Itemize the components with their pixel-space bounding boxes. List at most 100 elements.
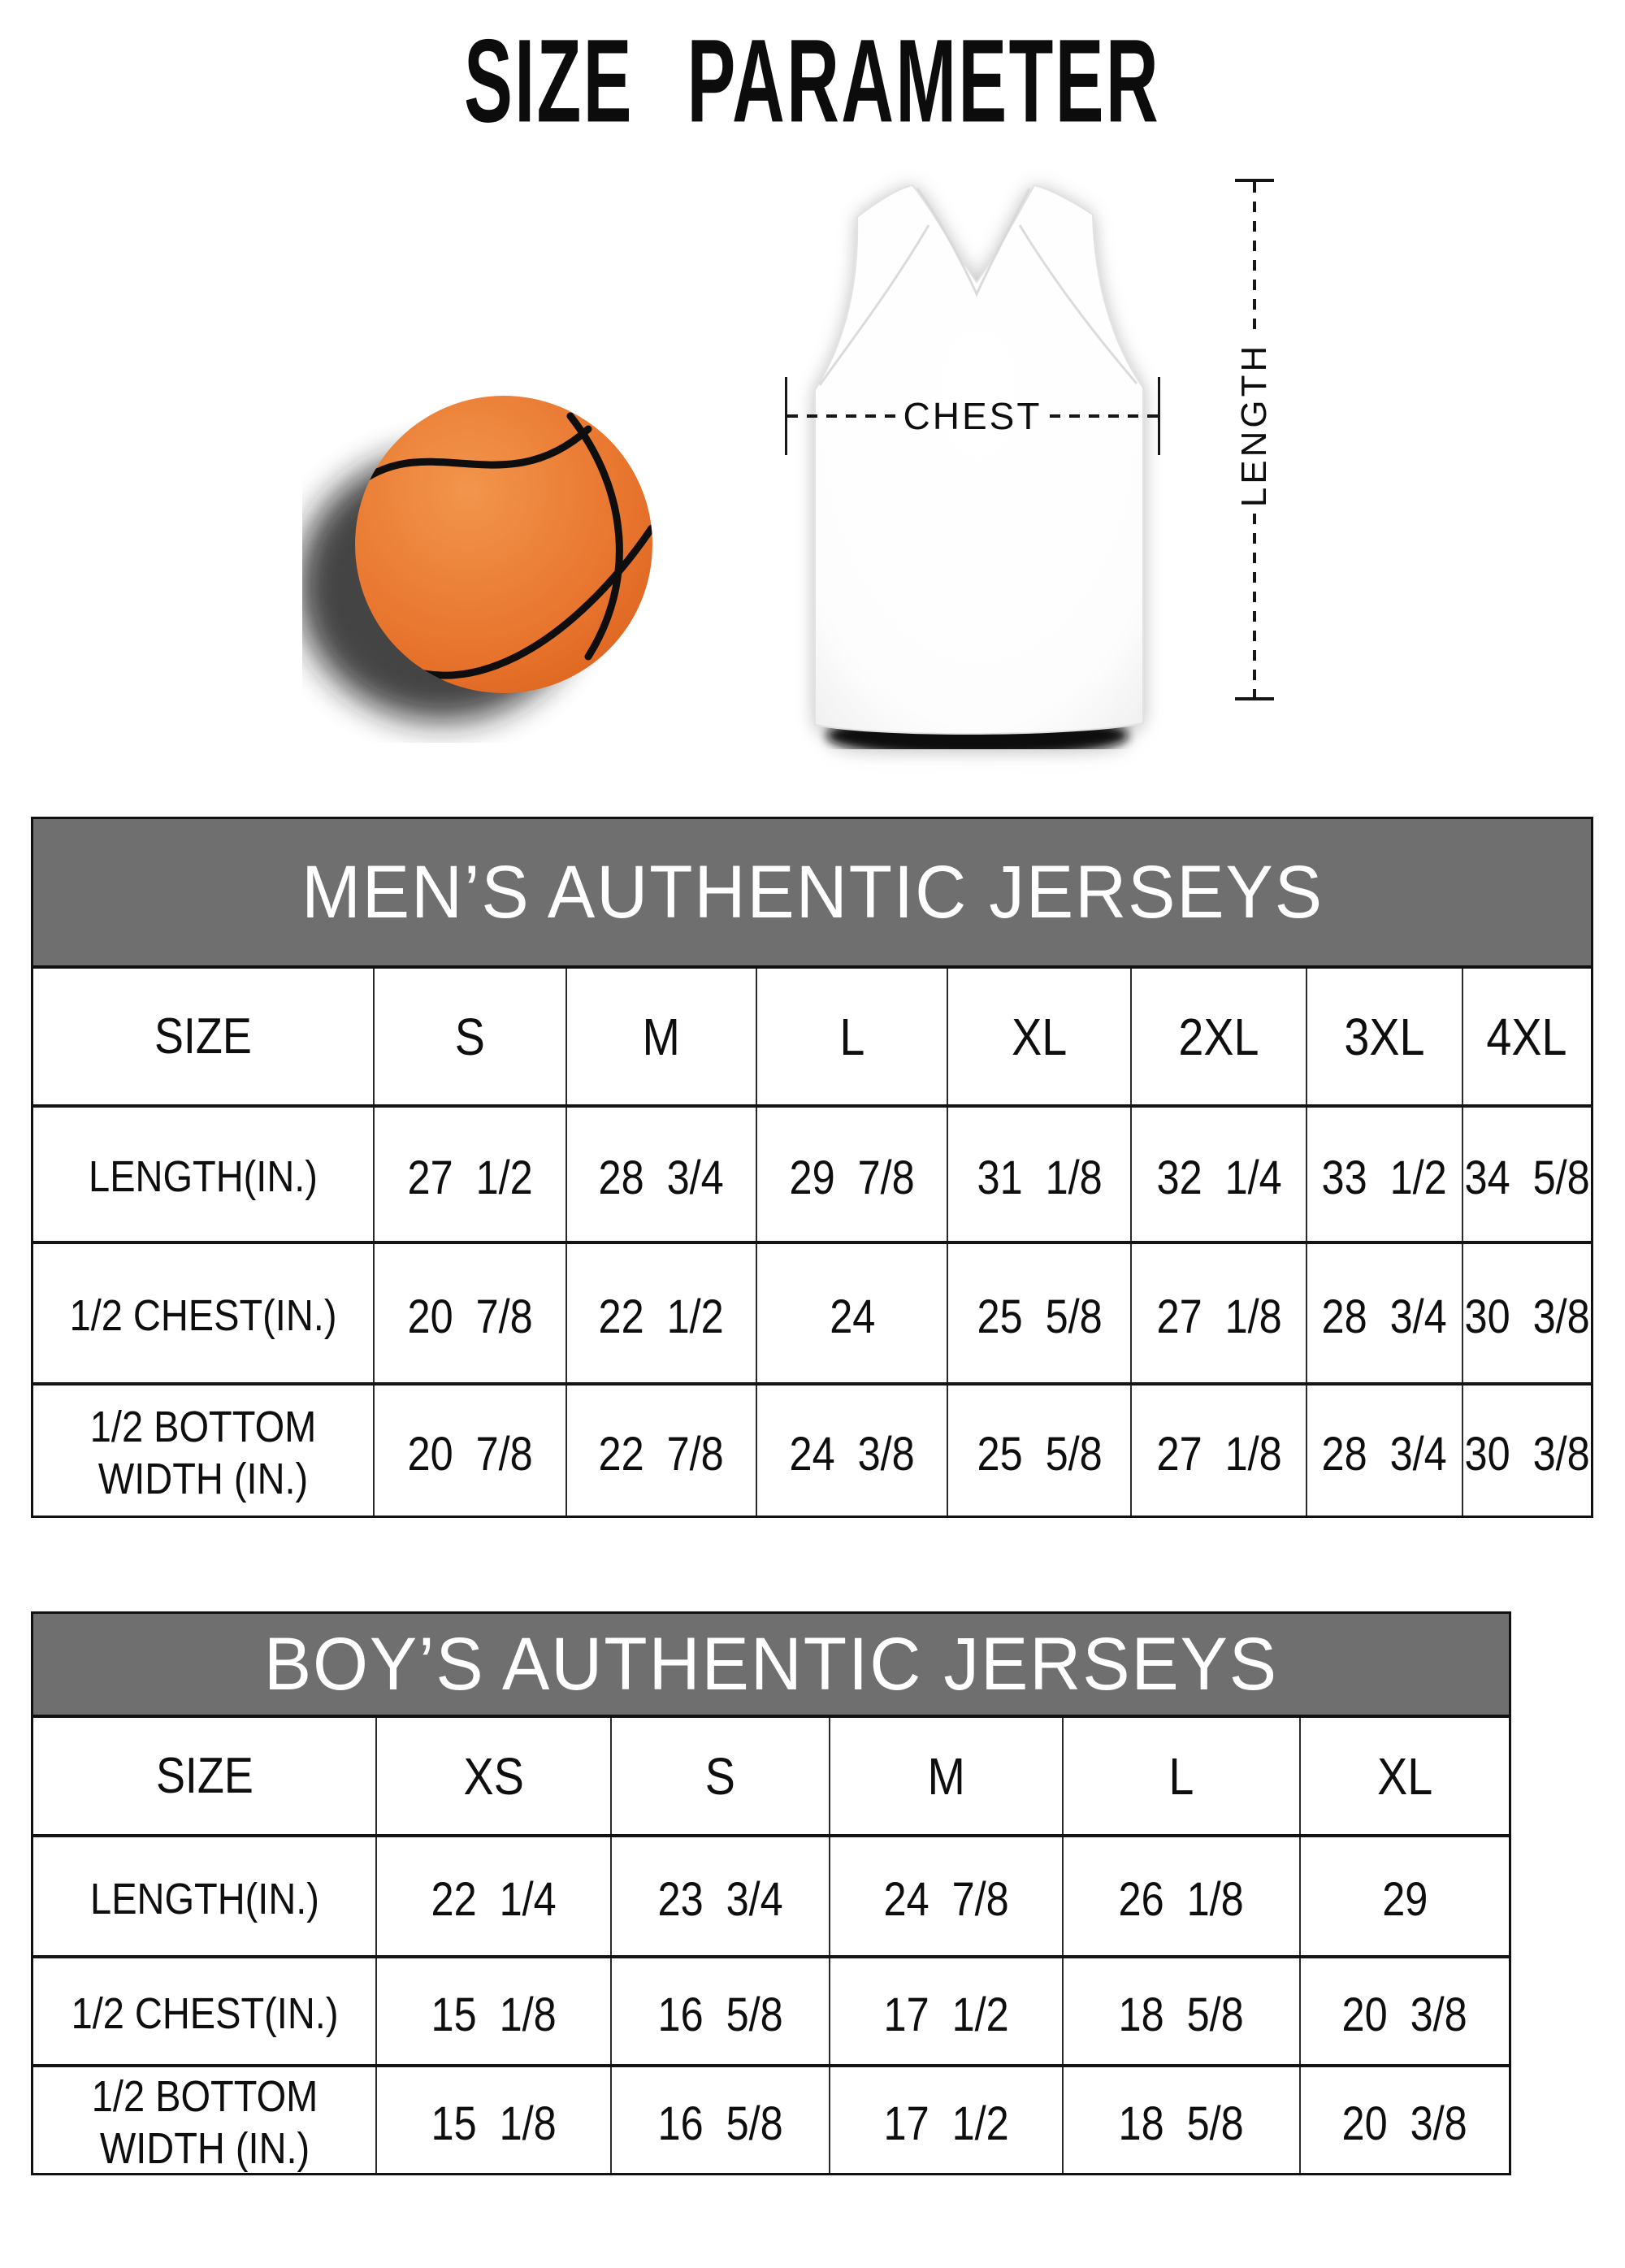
ball-body <box>355 396 652 693</box>
value-cell-text: 30 3/8 <box>1464 1290 1590 1343</box>
page-title: SIZE PARAMETER <box>464 15 1161 147</box>
value-cell: 16 5/8 <box>610 2067 829 2173</box>
value-cell: 22 1/2 <box>565 1244 756 1382</box>
value-cell: 31 1/8 <box>947 1108 1130 1241</box>
value-cell: 29 <box>1299 1837 1509 1955</box>
row-label-cell: 1/2 BOTTOM WIDTH (IN.) <box>33 1386 373 1516</box>
value-cell-text: 18 5/8 <box>1118 2097 1245 2150</box>
length-label: LENGTH <box>1234 342 1275 508</box>
value-cell: 29 7/8 <box>756 1108 947 1241</box>
value-cell: 24 3/8 <box>756 1386 947 1516</box>
boys-table-row: SIZE XS S M L XL <box>33 1718 1509 1837</box>
boys-table-title: BOY’S AUTHENTIC JERSEYS <box>263 1622 1279 1706</box>
value-cell: 23 3/4 <box>610 1837 829 1955</box>
size-col-m: M <box>828 1718 1062 1834</box>
men-table-row: 1/2 CHEST(IN.) 20 7/8 22 1/2 24 25 5/8 27 1/8… <box>33 1244 1591 1386</box>
value-cell-text: 25 5/8 <box>977 1290 1103 1343</box>
row-label-cell: LENGTH(IN.) <box>33 1108 373 1241</box>
value-cell-text: 20 7/8 <box>407 1427 533 1481</box>
value-cell: 16 5/8 <box>610 1958 829 2064</box>
row-label-cell-text: 1/2 CHEST(IN.) <box>71 1989 339 2039</box>
length-dash-bottom <box>1253 514 1256 697</box>
value-cell-text: 20 3/8 <box>1341 1988 1468 2041</box>
value-cell: 18 5/8 <box>1061 1958 1299 2064</box>
size-header-cell: SIZE <box>33 1718 375 1834</box>
value-cell-text: 24 7/8 <box>883 1873 1009 1926</box>
value-cell-text: 27 1/2 <box>407 1151 533 1204</box>
value-cell-text: 22 1/4 <box>431 1873 557 1926</box>
boys-table-title-band: BOY’S AUTHENTIC JERSEYS <box>33 1614 1509 1718</box>
value-cell: 20 7/8 <box>372 1244 566 1382</box>
chest-label: CHEST <box>903 395 1042 437</box>
value-cell-text: 15 1/8 <box>431 2097 557 2150</box>
row-label-cell-text: 1/2 BOTTOM WIDTH (IN.) <box>91 2072 318 2173</box>
value-cell-text: 25 5/8 <box>977 1427 1103 1481</box>
size-col-xs-text: XS <box>463 1746 524 1806</box>
jersey-svg <box>814 184 1144 757</box>
value-cell-text: 29 7/8 <box>789 1151 915 1204</box>
jersey-seams <box>818 188 1138 386</box>
size-col-s: S <box>610 1718 829 1834</box>
boys-table-row: LENGTH(IN.) 22 1/4 23 3/4 24 7/8 26 1/8 29 <box>33 1837 1509 1958</box>
row-label-cell: 1/2 CHEST(IN.) <box>33 1244 373 1382</box>
value-cell-text: 17 1/2 <box>883 2097 1009 2150</box>
value-cell-text: 34 5/8 <box>1464 1151 1590 1204</box>
value-cell: 22 1/4 <box>375 1837 610 1955</box>
value-cell: 20 7/8 <box>372 1386 566 1516</box>
row-label-cell-text: LENGTH(IN.) <box>88 1152 318 1202</box>
size-col-l: L <box>1061 1718 1299 1834</box>
size-col-s-text: S <box>454 1007 485 1066</box>
size-col-m-text: M <box>642 1007 681 1066</box>
chest-left-tick <box>785 377 787 455</box>
value-cell-text: 15 1/8 <box>431 1988 557 2041</box>
size-col-xs: XS <box>375 1718 610 1834</box>
value-cell: 15 1/8 <box>375 2067 610 2173</box>
men-table-row: 1/2 BOTTOM WIDTH (IN.) 20 7/8 22 7/8 24 3/8… <box>33 1386 1591 1516</box>
value-cell-text: 29 <box>1381 1873 1428 1926</box>
value-cell-text: 23 3/4 <box>657 1873 783 1926</box>
length-dimension-line: LENGTH <box>1224 179 1285 748</box>
value-cell-text: 20 7/8 <box>407 1290 533 1343</box>
row-label-cell: 1/2 BOTTOM WIDTH (IN.) <box>33 2067 375 2173</box>
boys-table-row: 1/2 CHEST(IN.) 15 1/8 16 5/8 17 1/2 18 5/8 20… <box>33 1958 1509 2067</box>
value-cell: 27 1/8 <box>1130 1244 1306 1382</box>
row-label-cell: LENGTH(IN.) <box>33 1837 375 1955</box>
size-col-xl: XL <box>947 969 1130 1104</box>
value-cell-text: 32 1/4 <box>1156 1151 1282 1204</box>
length-top-tick <box>1235 179 1274 182</box>
size-col-l: L <box>756 969 947 1104</box>
value-cell: 17 1/2 <box>828 1958 1062 2064</box>
value-cell-text: 24 <box>829 1290 875 1343</box>
size-header-cell-text: SIZE <box>154 1008 252 1065</box>
value-cell-text: 30 3/8 <box>1464 1427 1590 1481</box>
value-cell: 24 <box>756 1244 947 1382</box>
basketball-svg <box>297 396 652 722</box>
row-label-cell-text: 1/2 CHEST(IN.) <box>69 1291 337 1341</box>
value-cell-text: 31 1/8 <box>977 1151 1103 1204</box>
size-col-m-text: M <box>927 1746 965 1806</box>
value-cell: 20 3/8 <box>1299 1958 1509 2064</box>
length-label-box: LENGTH <box>1172 336 1337 514</box>
row-label-cell-text: LENGTH(IN.) <box>89 1874 319 1923</box>
value-cell: 24 7/8 <box>828 1837 1062 1955</box>
jersey-body <box>814 184 1144 735</box>
value-cell: 32 1/4 <box>1130 1108 1306 1241</box>
size-col-3xl: 3XL <box>1306 969 1462 1104</box>
value-cell: 18 5/8 <box>1061 2067 1299 2173</box>
size-col-s: S <box>372 969 566 1104</box>
mens-size-table: MEN’S AUTHENTIC JERSEYS SIZE S M L XL 2XL 3XL 4… <box>31 817 1593 1518</box>
value-cell-text: 16 5/8 <box>657 2097 783 2150</box>
size-col-2xl: 2XL <box>1130 969 1306 1104</box>
value-cell: 26 1/8 <box>1061 1837 1299 1955</box>
size-col-xl: XL <box>1299 1718 1509 1834</box>
value-cell-text: 28 3/4 <box>1321 1427 1448 1481</box>
value-cell: 20 3/8 <box>1299 2067 1509 2173</box>
size-col-4xl: 4XL <box>1461 969 1591 1104</box>
chest-dimension-line: CHEST <box>785 375 1160 457</box>
mens-table-title: MEN’S AUTHENTIC JERSEYS <box>301 850 1324 934</box>
mens-table-title-band: MEN’S AUTHENTIC JERSEYS <box>33 819 1591 969</box>
value-cell: 27 1/8 <box>1130 1386 1306 1516</box>
value-cell: 30 3/8 <box>1461 1244 1591 1382</box>
value-cell-text: 27 1/8 <box>1156 1427 1282 1481</box>
